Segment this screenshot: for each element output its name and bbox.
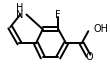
Text: OH: OH — [93, 24, 108, 34]
Text: N: N — [16, 10, 24, 20]
Text: F: F — [55, 10, 61, 20]
Text: O: O — [86, 52, 93, 62]
Text: H: H — [16, 3, 24, 13]
